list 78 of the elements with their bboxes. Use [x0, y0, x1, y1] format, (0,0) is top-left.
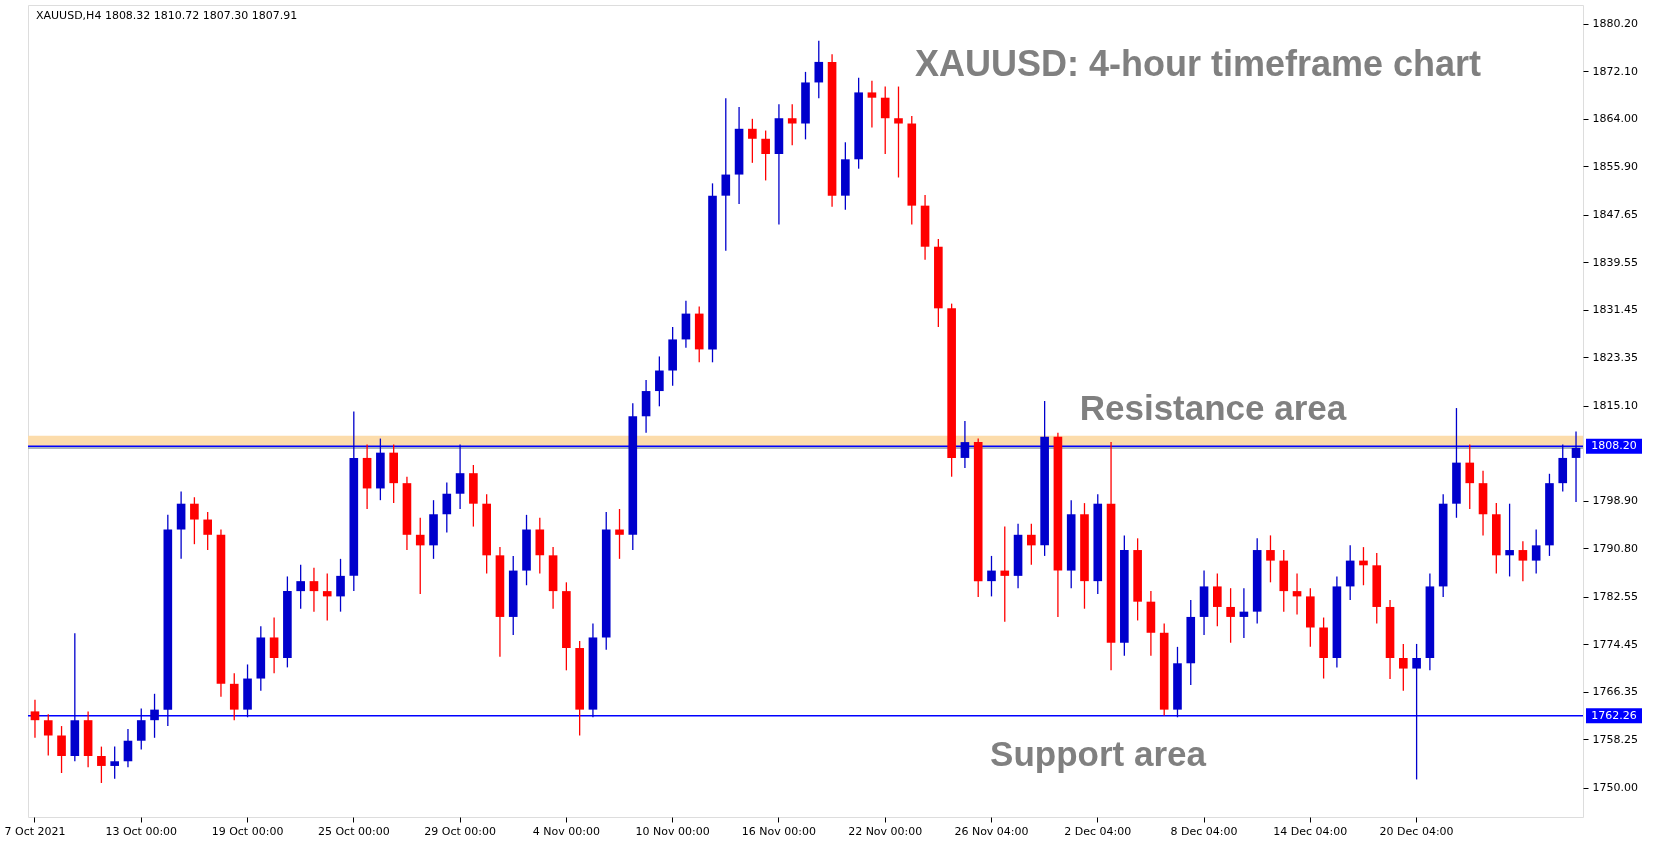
ref-line-label: 1762.26 [1591, 708, 1637, 722]
candlestick [748, 118, 757, 164]
y-tick-label: 1839.55 [1592, 255, 1638, 269]
candlestick [960, 420, 970, 469]
candlestick [615, 508, 624, 560]
x-tick-label: 10 Nov 00:00 [635, 824, 710, 838]
candlestick [269, 616, 279, 674]
candlestick [1399, 643, 1408, 692]
x-tick-label: 20 Dec 04:00 [1379, 824, 1454, 838]
x-tick-label: 25 Oct 00:00 [317, 824, 390, 838]
x-tick-label: 16 Nov 00:00 [741, 824, 817, 838]
y-tick-label: 1758.25 [1592, 732, 1638, 746]
band-label: Resistance area [1079, 387, 1347, 427]
candlestick [442, 481, 452, 534]
annotation: Support area [990, 734, 1207, 773]
candlestick [190, 496, 199, 545]
candlestick [1505, 503, 1514, 578]
candlestick [1465, 443, 1475, 510]
y-tick-label: 1750.00 [1592, 781, 1638, 795]
candlestick [150, 693, 159, 739]
candlestick [336, 558, 345, 613]
y-tick-label: 1847.65 [1592, 208, 1638, 222]
candlestick [894, 85, 903, 179]
y-tick-label: 1766.35 [1592, 685, 1638, 699]
y-tick-label: 1823.35 [1592, 350, 1638, 364]
candlestick [655, 355, 664, 407]
y-tick-label: 1855.90 [1592, 159, 1638, 173]
candlestick [987, 555, 996, 598]
candlestick [455, 443, 465, 510]
candlestick [867, 80, 877, 129]
x-tick-label: 26 Nov 04:00 [954, 824, 1029, 838]
x-tick-label: 7 Oct 2021 [4, 824, 66, 838]
x-tick-label: 4 Nov 00:00 [532, 824, 600, 838]
x-tick-label: 8 Dec 04:00 [1170, 824, 1238, 838]
y-tick-label: 1815.10 [1592, 399, 1638, 413]
candlestick [880, 85, 890, 155]
candlestick [322, 572, 332, 622]
candlestick [1518, 540, 1528, 582]
candlestick [415, 517, 425, 595]
candlestick [1000, 525, 1010, 623]
candlestick [1571, 430, 1581, 503]
candlestick [1266, 534, 1275, 583]
candlestick [1226, 587, 1235, 644]
x-tick-label: 13 Oct 00:00 [105, 824, 178, 838]
y-tick-label: 1831.45 [1592, 303, 1638, 317]
x-tick-label: 22 Nov 00:00 [848, 824, 923, 838]
candlestick [296, 564, 305, 610]
candlestick [123, 728, 133, 768]
candlestick [814, 40, 824, 99]
y-tick-label: 1790.80 [1592, 541, 1638, 555]
ref-line-label: 1808.20 [1591, 439, 1637, 453]
y-tick-label: 1798.90 [1592, 494, 1638, 508]
candlestick [1213, 572, 1222, 627]
candlestick [721, 97, 731, 252]
x-tick-label: 29 Oct 00:00 [424, 824, 496, 838]
candlestick [1027, 523, 1036, 566]
candlestick [57, 725, 66, 774]
candlestick [97, 745, 106, 784]
candlestick [110, 745, 119, 780]
candlestick [203, 511, 212, 551]
candlestick [1412, 643, 1421, 781]
x-tick-label: 14 Dec 04:00 [1273, 824, 1348, 838]
candlestick [30, 699, 40, 739]
text: XAUUSD: 4-hour timeframe chart [914, 43, 1482, 84]
candlestick [43, 713, 53, 757]
candlestick [309, 567, 319, 613]
candlestick [1531, 528, 1541, 575]
y-tick-label: 1864.00 [1592, 112, 1638, 126]
y-tick-label: 1774.45 [1592, 637, 1638, 651]
y-tick-label: 1872.10 [1592, 64, 1638, 78]
candlestick [761, 129, 770, 182]
x-tick-label: 19 Oct 00:00 [211, 824, 284, 838]
y-tick-label: 1880.20 [1592, 17, 1638, 31]
candlestick [787, 103, 797, 146]
x-tick-label: 2 Dec 04:00 [1064, 824, 1132, 838]
candlestick [136, 707, 146, 751]
y-tick-label: 1782.55 [1592, 590, 1638, 604]
chart-subtitle: XAUUSD,H4 1808.32 1810.72 1807.30 1807.91 [36, 9, 298, 22]
